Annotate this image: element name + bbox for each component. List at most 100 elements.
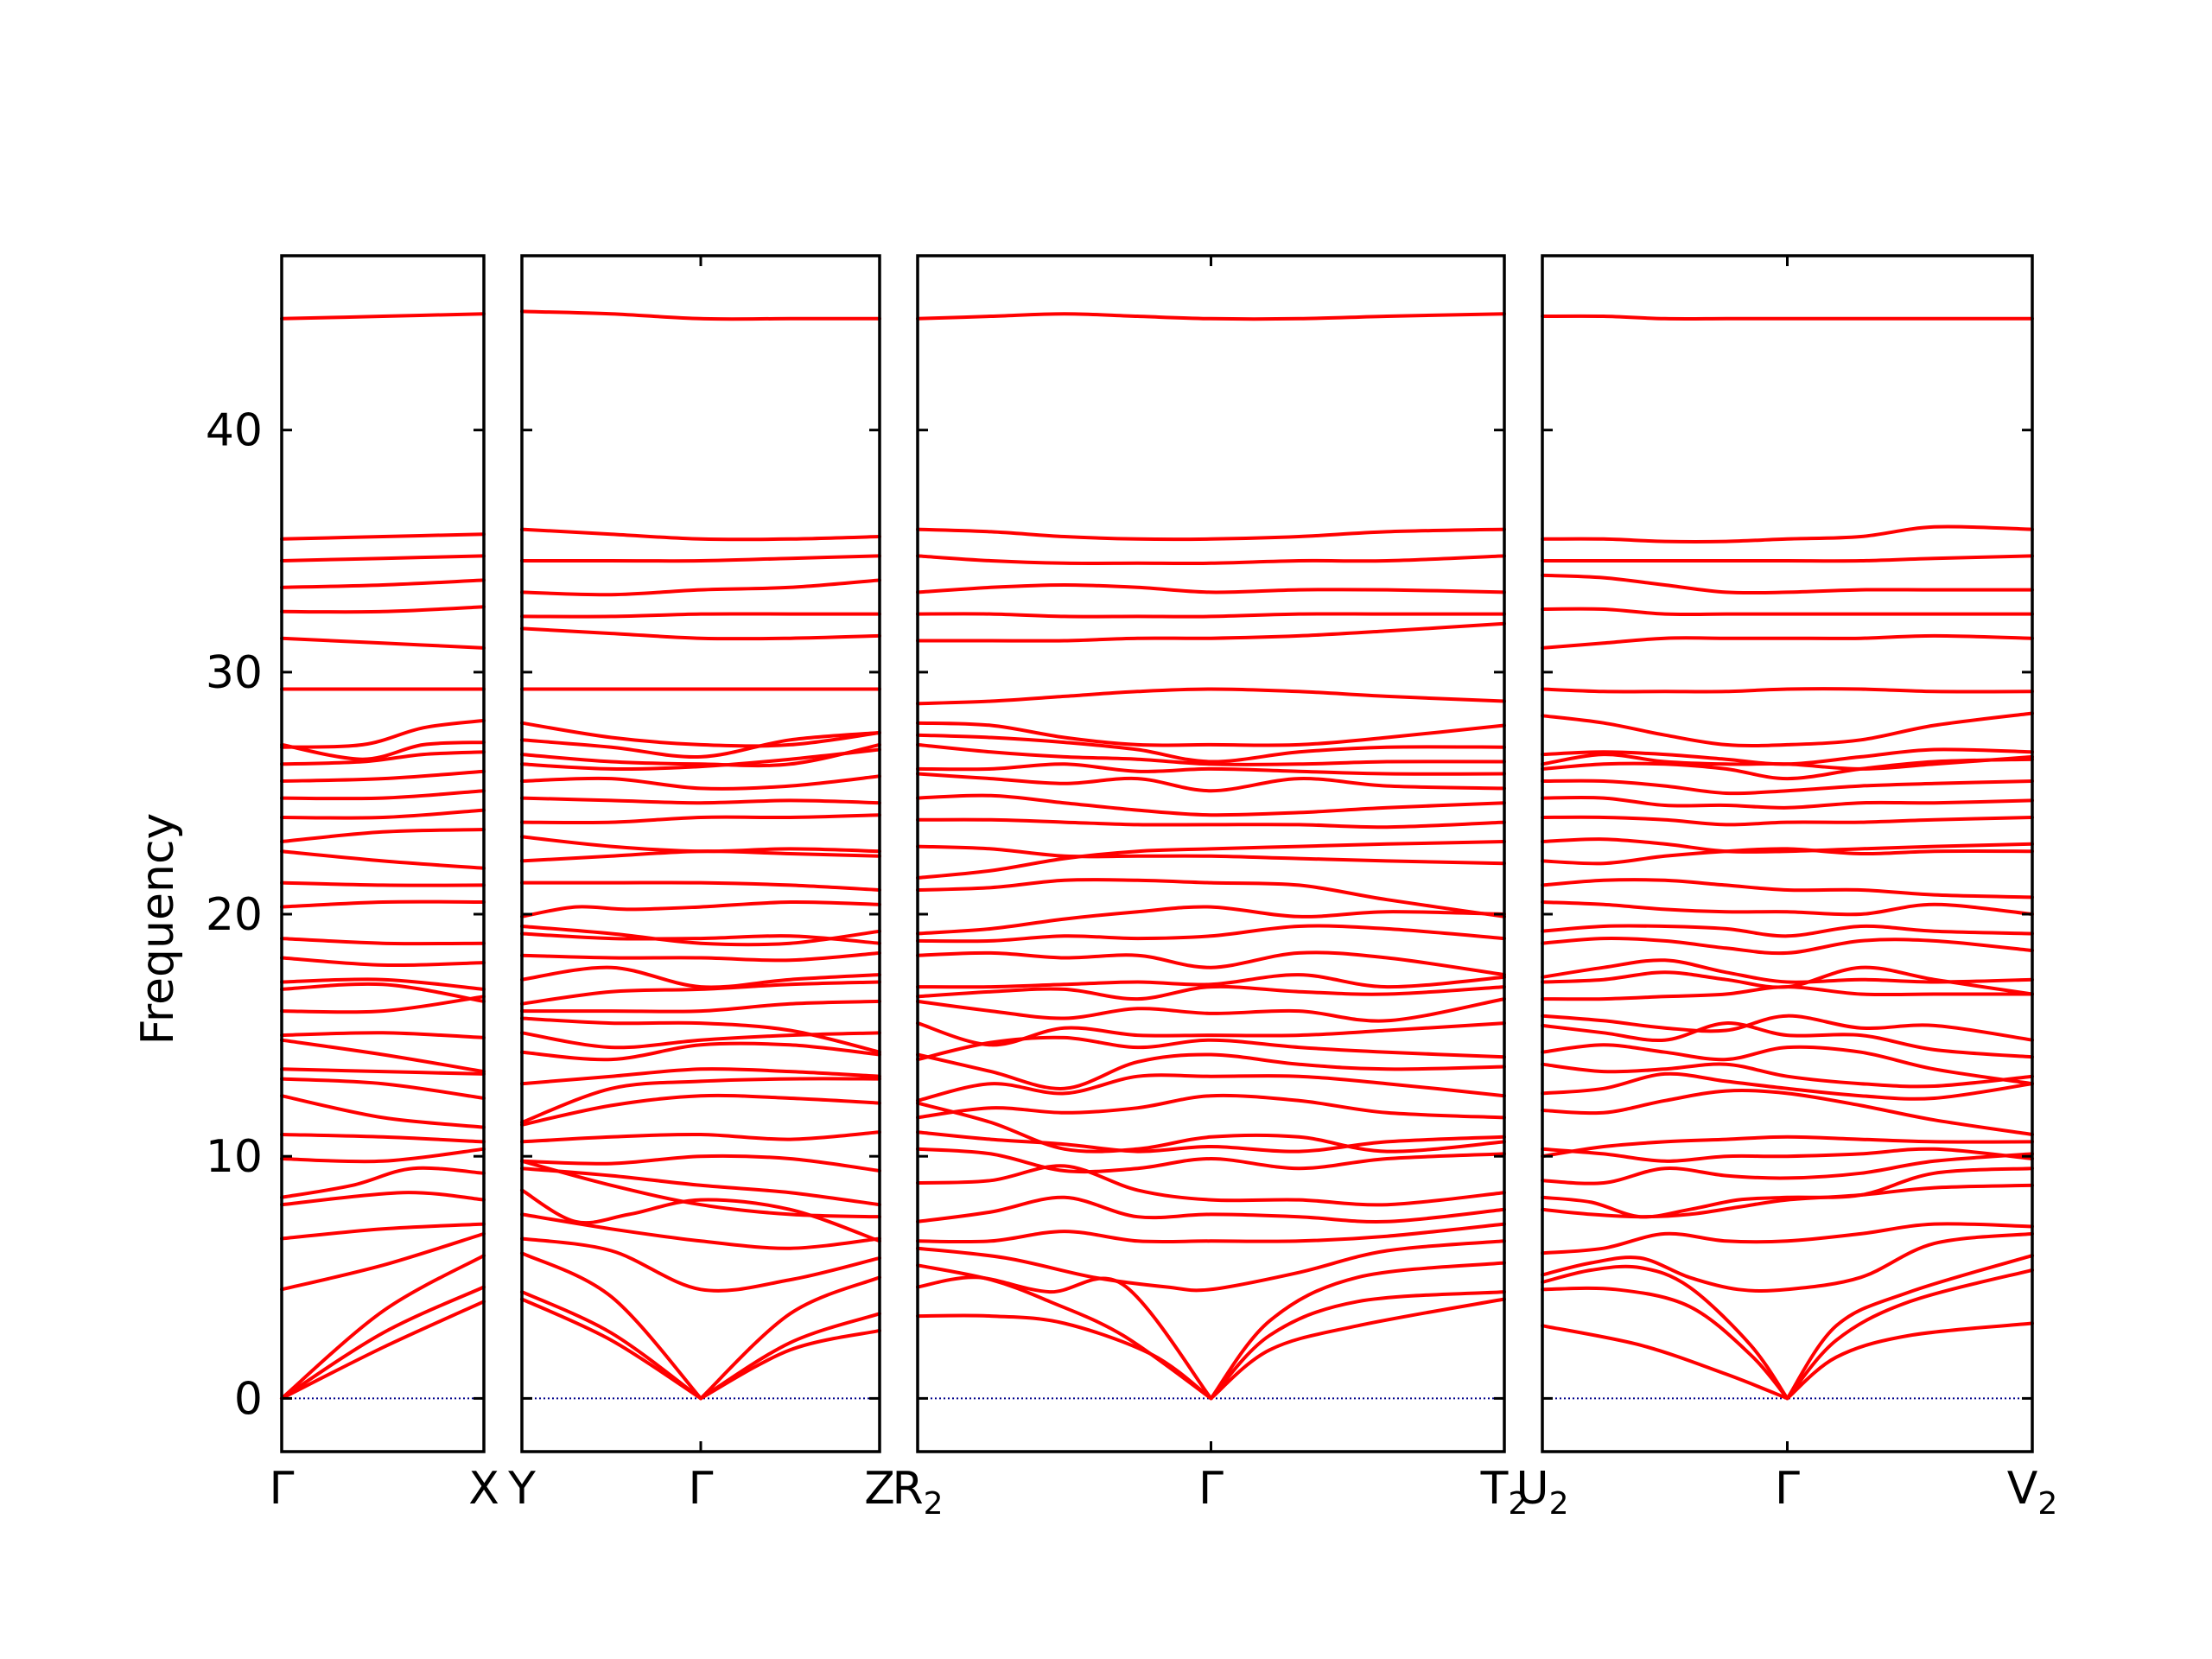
phonon-band-line [916,1035,1506,1062]
phonon-band-line [916,762,1506,776]
phonon-band-line [1541,937,2034,956]
phonon-band-line [1541,633,2034,650]
phonon-band-line [280,1191,486,1207]
phonon-band-line [916,1263,1213,1401]
phonon-band-line [520,527,881,542]
phonon-band-line [520,721,881,748]
phonon-band-line [280,880,486,887]
phonon-band-line [520,1067,881,1086]
phonon-band-line [520,796,881,805]
phonon-band-line [280,636,486,650]
phonon-band-line [280,1133,486,1144]
phonon-band-line [916,997,1506,1023]
phonon-band-line [916,905,1506,936]
phonon-band-line [1541,1231,2034,1294]
phonon-band-line [520,835,881,854]
panel-frame [916,254,1506,1453]
band-panel-3: R2 Γ T2 [892,254,1528,1522]
k-point-label: Γ [270,1463,295,1515]
phonon-band-line [1541,573,2034,595]
phonon-band-line [1541,314,2034,321]
phonon-band-line [916,583,1506,594]
phonon-band-line [916,1239,1506,1293]
phonon-band-line [520,730,881,760]
phonon-band-line [916,924,1506,944]
phonon-band-line [916,312,1506,321]
phonon-band-line [1541,1135,2034,1159]
y-tick-label: 20 [206,889,263,941]
phonon-band-line [520,980,881,1006]
y-axis-label: Frequency [132,813,184,1046]
phonon-band-line [520,1159,881,1219]
phonon-band-line [916,742,1506,766]
k-point-label: U2 [1516,1463,1569,1522]
k-point-label: X [468,1463,499,1515]
phonon-band-line [1541,1021,2034,1059]
phonon-band-line [520,880,881,892]
phonon-band-line [1209,1261,1506,1401]
phonon-band-line [916,1275,1213,1401]
phonon-band-line [1541,753,2034,771]
phonon-band-line [280,741,486,761]
phonon-band-line [280,554,486,563]
phonon-band-line [520,813,881,824]
phonon-band-line [520,1016,881,1054]
k-point-label: Γ [689,1463,714,1515]
phonon-band-line [280,1038,486,1074]
phonon-band-line [1541,924,2034,938]
phonon-band-line [280,1067,486,1076]
phonon-band-line [1541,779,2034,796]
phonon-band-line [280,605,486,614]
phonon-band-line [1541,1166,2034,1219]
phonon-band-line [916,687,1506,706]
panel-frame [1541,254,2034,1453]
phonon-band-line [280,808,486,820]
phonon-band-line [280,1285,486,1401]
phonon-band-line [520,742,881,768]
phonon-band-line [916,1073,1506,1103]
phonon-band-line [280,995,486,1014]
phonon-band-line [916,527,1506,542]
phonon-band-line [280,1166,486,1199]
phonon-band-line [520,309,881,321]
phonon-band-line [280,1031,486,1039]
phonon-band-line [520,747,881,771]
y-tick-label: 40 [206,405,263,457]
phonon-band-line [280,977,486,991]
phonon-band-line [916,793,1506,817]
phonon-band-line [1541,1071,2034,1101]
k-point-label: Y [507,1463,536,1515]
phonon-band-line [280,1254,486,1401]
phonon-band-line [520,1251,702,1401]
phonon-band-line [520,1154,881,1173]
phonon-band-line [1541,815,2034,827]
phonon-band-line [280,956,486,968]
phonon-band-line [520,965,881,989]
phonon-band-line [1785,1321,2034,1401]
phonon-band-line [1541,524,2034,543]
phonon-band-line [280,1231,486,1292]
phonon-band-line [1541,1062,2034,1089]
phonon-band-line [520,1031,881,1050]
phonon-band-line [1785,1268,2034,1401]
phonon-band-line [1541,1183,2034,1219]
phonon-band-line [1541,965,2034,996]
phonon-band-line [1541,1014,2034,1042]
phonon-band-line [916,1222,1506,1244]
phonon-band-line [1541,985,2034,1001]
phonon-band-line [520,578,881,597]
phonon-band-line [1541,837,2034,854]
phonon-band-line [280,1300,486,1401]
phonon-band-line [916,612,1506,619]
phonon-band-line [1541,1152,2034,1185]
phonon-band-line [699,1328,881,1401]
phonon-band-line [280,750,486,766]
phonon-band-line [916,733,1506,764]
phonon-band-line [1541,878,2034,899]
k-point-label: V2 [2007,1463,2057,1522]
phonon-band-line [916,1195,1506,1224]
phonon-band-line [916,721,1506,747]
